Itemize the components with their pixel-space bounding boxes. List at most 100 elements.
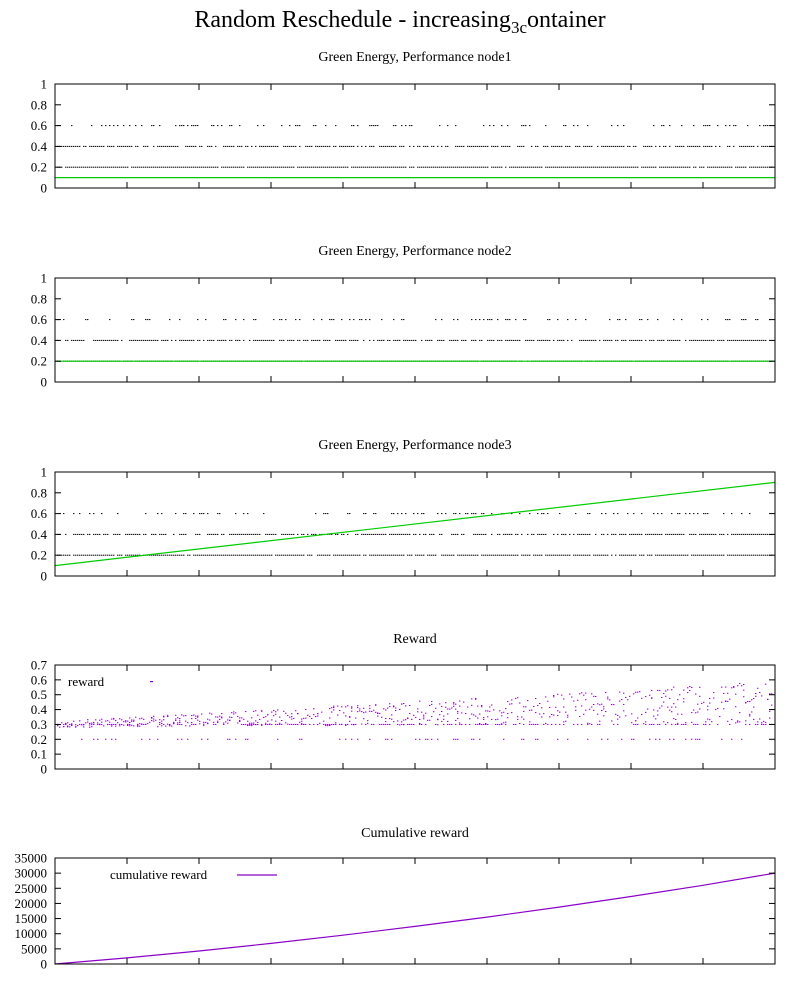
- data-point: [637, 717, 639, 719]
- data-point: [671, 554, 673, 556]
- data-point: [451, 723, 453, 725]
- data-point: [209, 339, 211, 341]
- data-point: [327, 554, 329, 556]
- data-point: [637, 339, 639, 341]
- data-point: [193, 125, 195, 127]
- data-point: [561, 554, 563, 556]
- data-point: [127, 145, 129, 147]
- data-point: [103, 533, 105, 535]
- data-point: [521, 716, 523, 718]
- data-point: [601, 554, 603, 556]
- data-point: [229, 738, 231, 740]
- data-point: [763, 723, 765, 725]
- data-point: [101, 339, 103, 341]
- data-point: [535, 145, 537, 147]
- data-point: [497, 723, 499, 725]
- data-point: [459, 722, 461, 724]
- data-point: [245, 738, 247, 740]
- data-point: [241, 145, 243, 147]
- data-point: [439, 533, 441, 535]
- data-point: [763, 554, 765, 556]
- data-point: [437, 718, 439, 720]
- data-point: [289, 723, 291, 725]
- data-point: [277, 166, 279, 168]
- data-point: [407, 533, 409, 535]
- data-point: [83, 166, 85, 168]
- data-point: [603, 339, 605, 341]
- data-point: [459, 705, 461, 707]
- data-point: [351, 738, 353, 740]
- data-point: [345, 554, 347, 556]
- data-point: [69, 723, 71, 725]
- data-point: [383, 554, 385, 556]
- data-point: [727, 319, 729, 321]
- data-point: [163, 533, 165, 535]
- data-point: [233, 554, 235, 556]
- data-point: [269, 145, 271, 147]
- data-point: [587, 723, 589, 725]
- data-point: [687, 692, 689, 694]
- data-point: [289, 145, 291, 147]
- data-point: [129, 725, 131, 727]
- data-point: [455, 145, 457, 147]
- data-point: [97, 738, 99, 740]
- data-point: [595, 554, 597, 556]
- data-point: [213, 554, 215, 556]
- data-point: [651, 689, 653, 691]
- data-point: [203, 339, 205, 341]
- data-point: [323, 339, 325, 341]
- data-point: [221, 713, 223, 715]
- data-point: [651, 697, 653, 699]
- data-point: [523, 710, 525, 712]
- data-point: [329, 145, 331, 147]
- data-point: [223, 339, 225, 341]
- data-point: [205, 166, 207, 168]
- panel-title: Green Energy, Performance node2: [318, 244, 511, 259]
- data-point: [719, 339, 721, 341]
- data-point: [697, 738, 699, 740]
- data-point: [127, 720, 129, 722]
- data-point: [733, 125, 735, 127]
- data-point: [201, 145, 203, 147]
- data-point: [223, 145, 225, 147]
- data-point: [67, 554, 69, 556]
- data-point: [759, 691, 761, 693]
- data-point: [271, 533, 273, 535]
- data-point: [457, 145, 459, 147]
- data-point: [543, 513, 545, 515]
- data-point: [691, 554, 693, 556]
- data-point: [403, 703, 405, 705]
- data-point: [347, 145, 349, 147]
- data-point: [585, 339, 587, 341]
- data-point: [765, 554, 767, 556]
- data-point: [579, 693, 581, 695]
- data-point: [299, 738, 301, 740]
- data-point: [653, 166, 655, 168]
- data-point: [303, 166, 305, 168]
- data-point: [201, 554, 203, 556]
- data-point: [571, 166, 573, 168]
- data-point: [443, 715, 445, 717]
- data-point: [731, 166, 733, 168]
- data-point: [161, 554, 163, 556]
- data-point: [327, 513, 329, 515]
- data-point: [667, 706, 669, 708]
- data-point: [641, 339, 643, 341]
- data-point: [721, 686, 723, 688]
- data-point: [381, 533, 383, 535]
- y-tick-label: 0: [41, 181, 48, 196]
- data-point: [373, 723, 375, 725]
- data-point: [369, 145, 371, 147]
- data-point: [263, 339, 265, 341]
- data-point: [707, 554, 709, 556]
- data-point: [147, 339, 149, 341]
- data-point: [733, 339, 735, 341]
- data-point: [531, 533, 533, 535]
- data-point: [371, 710, 373, 712]
- data-point: [565, 720, 567, 722]
- data-point: [577, 533, 579, 535]
- data-point: [423, 718, 425, 720]
- data-point: [75, 339, 77, 341]
- data-point: [755, 319, 757, 321]
- data-point: [525, 554, 527, 556]
